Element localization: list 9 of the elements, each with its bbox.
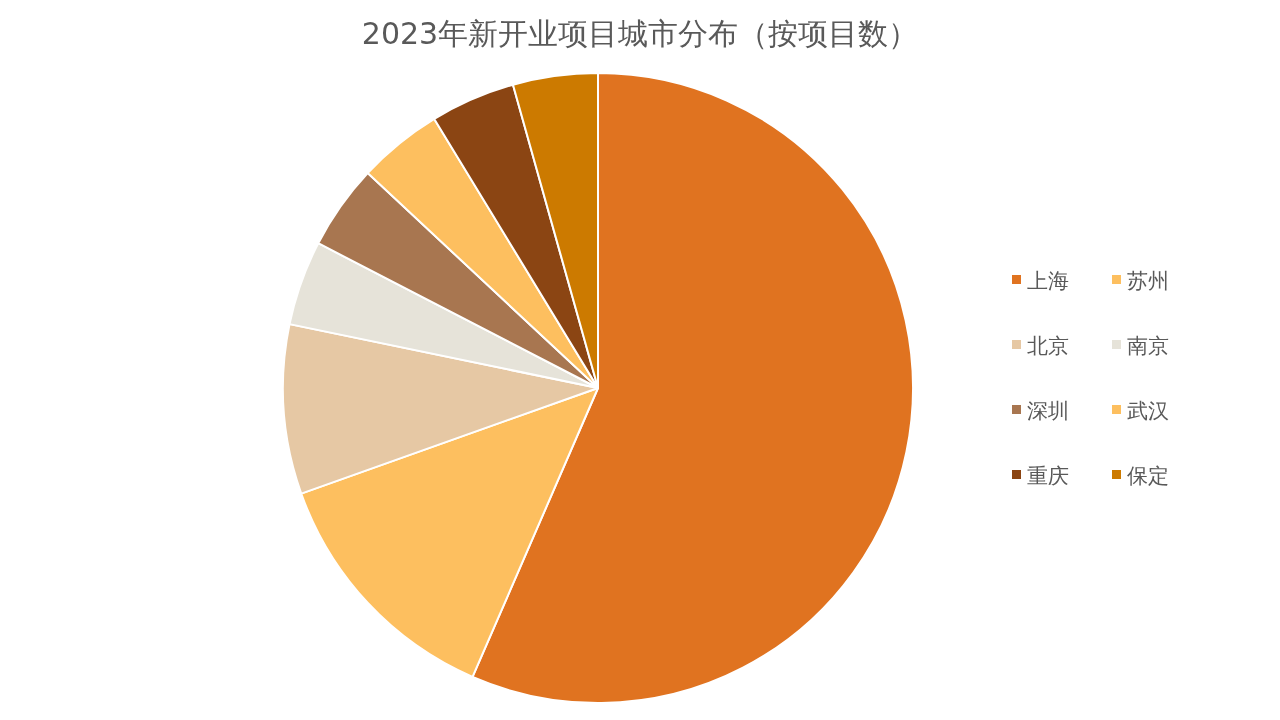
legend-label: 上海 [1027,269,1069,293]
legend-label: 北京 [1027,334,1069,358]
legend-label: 深圳 [1027,399,1069,423]
legend-label: 武汉 [1127,399,1169,423]
legend-label: 苏州 [1127,269,1169,293]
legend-label: 保定 [1127,464,1169,488]
legend-label: 南京 [1127,334,1169,358]
chart-title: 2023年新开业项目城市分布（按项目数） [361,16,919,51]
legend-label: 重庆 [1027,464,1069,488]
